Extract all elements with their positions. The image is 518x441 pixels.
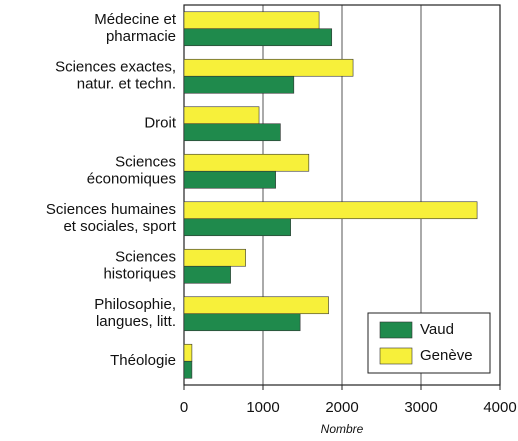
bar: [183, 123, 281, 142]
bar: [183, 218, 291, 237]
y-tick-label: historiques: [103, 266, 176, 283]
bar: [183, 360, 193, 379]
bar: [183, 313, 301, 332]
bar: [183, 28, 333, 47]
bar: [183, 201, 478, 220]
y-tick-label: Droit: [144, 115, 177, 132]
y-tick-label: et sociales, sport: [63, 218, 176, 235]
x-tick-label: 4000: [483, 399, 516, 416]
y-tick-label: Philosophie,: [94, 296, 176, 313]
y-tick-label: Sciences humaines: [46, 201, 176, 218]
bar: [183, 248, 246, 267]
bar: [183, 343, 193, 362]
x-tick-label: 3000: [404, 399, 437, 416]
y-tick-label: Médecine et: [94, 11, 177, 28]
bar: [183, 106, 260, 125]
x-tick-label: 1000: [246, 399, 279, 416]
legend-label: Genève: [420, 347, 473, 364]
x-axis-label: Nombre: [321, 422, 364, 436]
y-tick-label: langues, litt.: [96, 313, 176, 330]
bar: [183, 75, 295, 94]
y-tick-label: Sciences: [115, 154, 176, 171]
y-tick-label: Sciences: [115, 249, 176, 266]
x-tick-label: 2000: [325, 399, 358, 416]
bar: [183, 265, 231, 284]
y-tick-label: Théologie: [110, 352, 176, 369]
bar: [183, 296, 329, 315]
legend-swatch: [379, 347, 413, 365]
y-tick-label: Sciences exactes,: [55, 59, 176, 76]
x-tick-label: 0: [180, 399, 188, 416]
y-tick-label: natur. et techn.: [77, 76, 176, 93]
bar: [183, 153, 310, 172]
bar: [183, 170, 276, 189]
bar: [183, 58, 354, 77]
legend-label: Vaud: [420, 321, 454, 338]
bar: [183, 11, 320, 30]
plot-frame: [183, 4, 501, 386]
legend-swatch: [379, 321, 413, 339]
y-tick-label: économiques: [87, 171, 176, 188]
y-tick-label: pharmacie: [106, 28, 176, 45]
